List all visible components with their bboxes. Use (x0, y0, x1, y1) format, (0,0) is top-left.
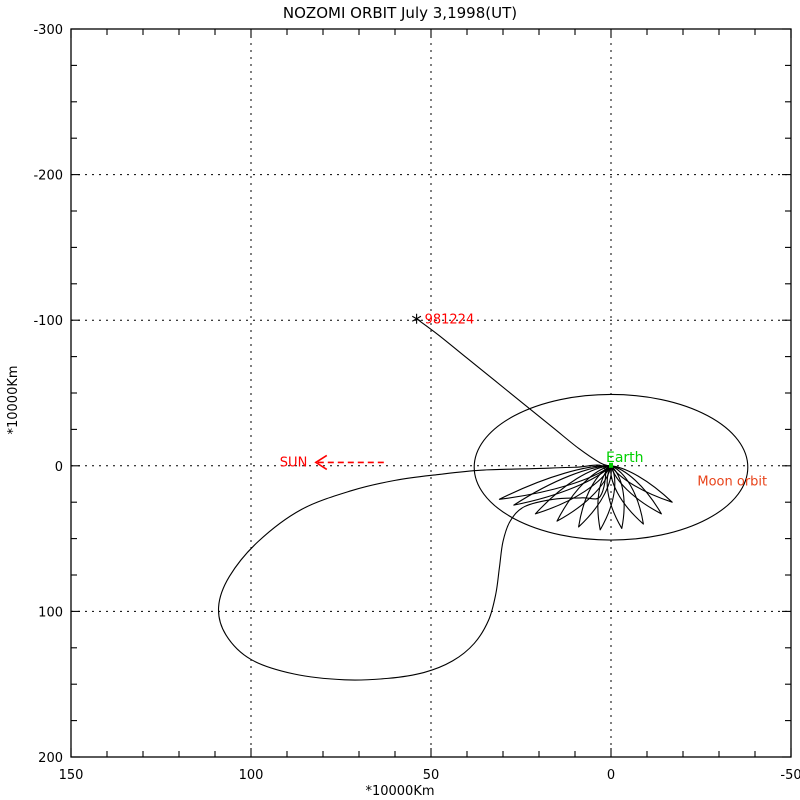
earth-marker-icon (609, 462, 613, 468)
y-tick-label: 0 (55, 460, 63, 475)
x-tick-label: 150 (59, 768, 84, 783)
phasing-orbit-3 (534, 465, 612, 515)
axis-tick-labels: 150 100 50 0 -50 -300 -200 -100 0 100 200 (33, 23, 800, 783)
moon-orbit-ellipse (473, 393, 749, 541)
plot-title-group: NOZOMI ORBIT July 3,1998(UT) (283, 4, 517, 22)
phasing-orbit-2 (513, 465, 612, 506)
gridlines (71, 28, 791, 757)
axis-titles: *10000Km *10000Km (6, 365, 435, 799)
x-tick-label: 100 (239, 768, 264, 783)
axis-ticks (70, 28, 792, 758)
y-tick-label: 100 (38, 605, 63, 620)
x-tick-label: 0 (607, 768, 615, 783)
asterisk-marker-icon (411, 313, 422, 324)
phasing-orbit-4 (556, 465, 612, 522)
trajectory-paths (217, 318, 749, 681)
y-tick-label: -300 (33, 23, 63, 38)
phasing-orbit-7 (606, 465, 625, 529)
sun-arrow-head-icon (314, 454, 328, 471)
phasing-orbit-9 (610, 465, 662, 515)
escape-trajectory (416, 318, 610, 467)
phasing-orbit-5 (578, 465, 612, 528)
annotation-earth-label: Earth (606, 450, 644, 466)
x-tick-label: -50 (780, 768, 800, 783)
y-tick-label: -100 (33, 314, 63, 329)
y-axis-label: *10000Km (6, 365, 21, 434)
annotation-departure-date: 981224 (425, 313, 475, 328)
y-tick-label: -200 (33, 169, 63, 184)
chart-annotations: 981224 SUN Earth Moon orbit (280, 313, 767, 490)
asterisk-arm (411, 315, 422, 322)
phasing-orbit-6 (597, 465, 616, 531)
phasing-orbit-10 (610, 465, 673, 503)
page-title: NOZOMI ORBIT July 3,1998(UT) (283, 4, 517, 22)
phasing-orbit-8 (610, 465, 644, 525)
x-axis-label: *10000Km (365, 784, 434, 799)
x-tick-label: 50 (423, 768, 440, 783)
annotation-moon-orbit-label: Moon orbit (697, 474, 767, 489)
lunar-swingby-loop (217, 464, 607, 681)
annotation-sun-label: SUN (280, 455, 308, 470)
y-tick-label: 200 (38, 751, 63, 766)
